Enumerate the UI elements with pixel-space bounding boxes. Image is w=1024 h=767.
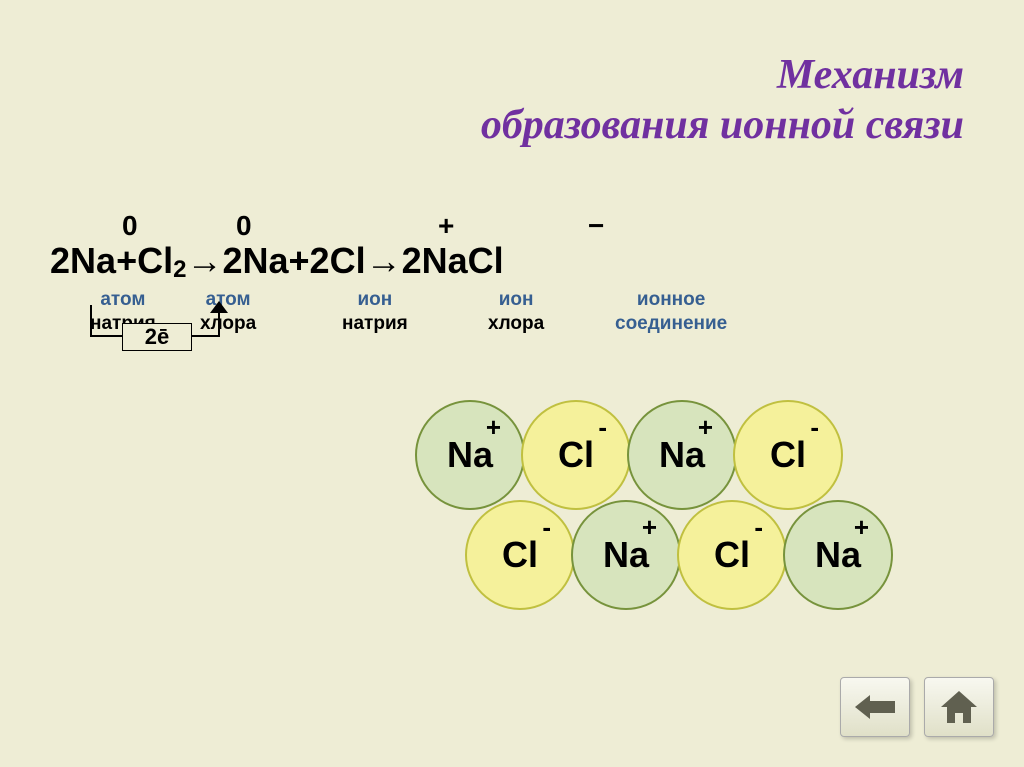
title-line1: Механизм <box>777 52 964 98</box>
eq-coef4: 2 <box>402 240 422 282</box>
eq-plus1: + <box>116 240 137 282</box>
label-top: ион <box>357 289 392 310</box>
label-bot: хлора <box>488 312 544 336</box>
ion-sign: - <box>754 512 763 543</box>
charge-label: 0 <box>122 210 138 242</box>
equation-label: ионнатрия <box>342 288 408 336</box>
ion-sign: + <box>642 512 657 543</box>
ion-sign: - <box>542 512 551 543</box>
ion-sign: - <box>810 412 819 443</box>
equation-label: ионноесоединение <box>615 288 727 336</box>
electron-transfer-arrow: 2ē <box>90 305 250 360</box>
label-top: ион <box>499 289 534 310</box>
eq-arr1: → <box>186 240 222 282</box>
electron-count-box: 2ē <box>122 323 192 351</box>
cl-ion: Cl- <box>733 400 843 510</box>
ion-symbol: Cl <box>558 434 594 476</box>
nav-buttons <box>840 677 994 737</box>
eq-coef3: 2 <box>310 240 330 282</box>
eq-coef2: 2 <box>222 240 242 282</box>
na-ion: Na+ <box>415 400 525 510</box>
na-ion: Na+ <box>627 400 737 510</box>
title-line2: образования ионной связи <box>481 102 964 148</box>
eq-cl1: Cl <box>137 240 173 282</box>
cl-ion: Cl- <box>521 400 631 510</box>
ion-sign: - <box>598 412 607 443</box>
oxidation-charges: 0 0 + − <box>50 210 950 240</box>
ion-sign: + <box>698 412 713 443</box>
cl-ion: Cl- <box>465 500 575 610</box>
ion-sign: + <box>854 512 869 543</box>
label-top: ионное <box>637 289 705 310</box>
eq-na2: Na <box>242 240 288 282</box>
ion-symbol: Cl <box>770 434 806 476</box>
eq-arr2: → <box>366 240 402 282</box>
ion-symbol: Cl <box>714 534 750 576</box>
charge-label: + <box>438 210 454 242</box>
equation-label: ионхлора <box>488 288 544 336</box>
eq-cl2: Cl <box>330 240 366 282</box>
home-icon <box>939 689 979 725</box>
eq-coef1: 2 <box>50 240 70 282</box>
label-bot: соединение <box>615 312 727 336</box>
ionic-lattice: Na+Cl-Na+Cl-Cl-Na+Cl-Na+ <box>415 400 875 620</box>
eq-plus2: + <box>289 240 310 282</box>
charge-label: 0 <box>236 210 252 242</box>
na-ion: Na+ <box>571 500 681 610</box>
slide-title: Механизм образования ионной связи <box>0 0 1024 151</box>
eq-sub: 2 <box>173 256 186 284</box>
et-arrowhead <box>210 301 228 313</box>
ion-symbol: Cl <box>502 534 538 576</box>
chemical-equation: 2 Na + Cl2 → 2Na + 2 Cl → 2Na Cl <box>50 240 950 284</box>
eq-cl3: Cl <box>468 240 504 282</box>
eq-na3: Na <box>422 240 468 282</box>
back-button[interactable] <box>840 677 910 737</box>
charge-label: − <box>588 210 604 242</box>
na-ion: Na+ <box>783 500 893 610</box>
back-arrow-icon <box>855 692 895 722</box>
home-button[interactable] <box>924 677 994 737</box>
label-bot: натрия <box>342 312 408 336</box>
cl-ion: Cl- <box>677 500 787 610</box>
eq-na1: Na <box>70 240 116 282</box>
ion-sign: + <box>486 412 501 443</box>
et-left-v <box>90 305 92 337</box>
